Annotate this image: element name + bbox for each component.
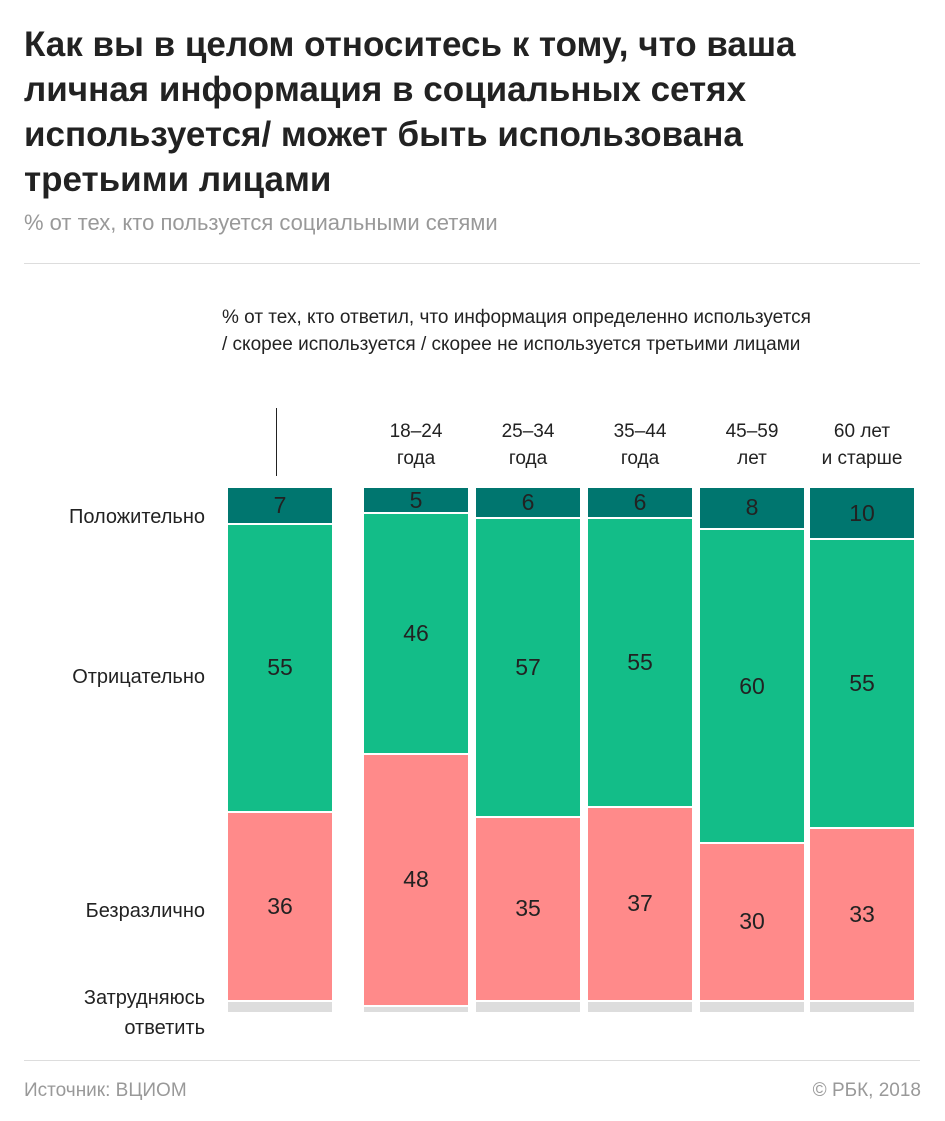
legend-label: Положительно xyxy=(68,506,205,528)
bar-segment xyxy=(228,1001,332,1012)
bar-segment: 10 xyxy=(810,488,914,541)
data-label: 6 xyxy=(633,489,647,516)
bar-segment: 60 xyxy=(700,529,804,845)
chart-note: % от тех, кто ответил, что информация оп… xyxy=(222,307,811,355)
bar-segment: 35 xyxy=(476,818,580,1002)
bar-segment xyxy=(476,1001,580,1012)
copyright: © РБК, 2018 xyxy=(812,1080,921,1101)
bar-segment: 55 xyxy=(228,524,332,813)
data-label: 60 xyxy=(739,672,765,699)
legend-label: Безразлично xyxy=(85,900,205,922)
data-label: 7 xyxy=(273,491,287,518)
data-label: 33 xyxy=(849,900,875,927)
category-label: 25–34 года xyxy=(501,421,555,469)
bar-segment: 33 xyxy=(810,828,914,1002)
note-pointer-line xyxy=(276,408,277,476)
bar-segment xyxy=(700,1001,804,1012)
legend-label: Затрудняюсь ответить xyxy=(83,987,205,1039)
bar-segment xyxy=(810,1001,914,1012)
category-label: 35–44 года xyxy=(613,421,667,469)
category-label: 18–24 года xyxy=(389,421,443,469)
bar-segment: 30 xyxy=(700,844,804,1002)
divider xyxy=(24,263,920,264)
data-label: 35 xyxy=(515,895,541,922)
data-label: 8 xyxy=(745,494,759,521)
bar-segment: 8 xyxy=(700,488,804,530)
bar-segment: 6 xyxy=(476,488,580,520)
category-label: 60 лет и старше xyxy=(821,421,903,469)
bar-segment xyxy=(588,1001,692,1012)
data-label: 37 xyxy=(627,890,653,917)
bar-segment: 5 xyxy=(364,486,468,515)
data-label: 36 xyxy=(267,892,293,919)
data-label: 30 xyxy=(739,908,765,935)
data-label: 10 xyxy=(849,499,875,526)
data-label: 55 xyxy=(627,649,653,676)
bar-segment: 6 xyxy=(588,488,692,520)
bar-segment: 46 xyxy=(364,514,468,756)
data-label: 57 xyxy=(515,654,541,681)
data-label: 55 xyxy=(849,669,875,696)
data-label: 6 xyxy=(521,489,535,516)
chart-subtitle: % от тех, кто пользуется социальными сет… xyxy=(24,210,498,235)
bar-segment: 57 xyxy=(476,519,580,819)
divider xyxy=(24,1060,920,1061)
bar-segment xyxy=(364,1006,468,1012)
bar-segment: 7 xyxy=(228,488,332,525)
data-label: 46 xyxy=(403,620,429,647)
bar-segment: 55 xyxy=(810,540,914,829)
bar-segment: 36 xyxy=(228,812,332,1002)
bar-segment: 37 xyxy=(588,807,692,1002)
data-label: 48 xyxy=(403,866,429,893)
chart-title: Как вы в целом относитесь к тому, что ва… xyxy=(24,25,796,199)
source: Источник: ВЦИОМ xyxy=(24,1080,187,1101)
legend-label: Отрицательно xyxy=(72,666,205,688)
bar-segment: 48 xyxy=(364,755,468,1007)
data-label: 55 xyxy=(267,654,293,681)
category-label: 45–59 лет xyxy=(725,421,779,469)
data-label: 5 xyxy=(409,486,423,513)
bar-segment: 55 xyxy=(588,519,692,808)
